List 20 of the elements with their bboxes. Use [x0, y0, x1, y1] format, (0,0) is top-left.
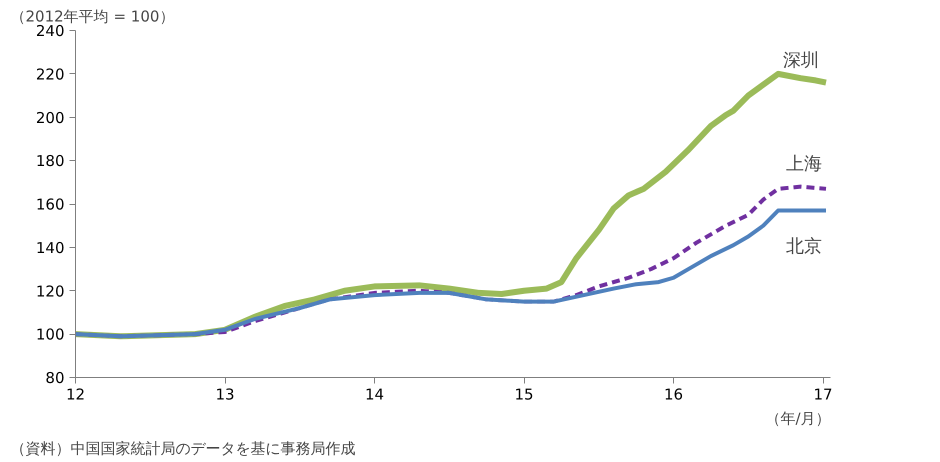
y-tick-label: 220 [36, 65, 65, 84]
series-label: 深圳 [783, 50, 820, 72]
text: （資料）中国国家統計局のデータを基に事務局作成 [10, 440, 356, 458]
x-tick-label: 14 [364, 386, 384, 404]
y-tick-label: 120 [36, 282, 65, 300]
x-tick-label: 15 [514, 386, 534, 404]
y-tick-label: 140 [36, 238, 65, 257]
y-tick-label: 200 [36, 108, 65, 127]
x-tick-label: 12 [66, 386, 86, 404]
y-tick-label: 80 [45, 369, 65, 387]
x-axis-title: （年/月） [765, 410, 831, 428]
x-tick-label: 13 [215, 386, 235, 404]
y-tick-label: 180 [36, 152, 65, 170]
y-tick-label: 100 [36, 326, 65, 344]
x-tick-label: 17 [813, 386, 833, 404]
series-label: 上海 [786, 153, 822, 174]
series-label: 北京 [786, 236, 822, 258]
line-series [76, 208, 828, 338]
x-tick-label: 16 [664, 386, 684, 404]
y-tick-label: 160 [36, 196, 65, 214]
